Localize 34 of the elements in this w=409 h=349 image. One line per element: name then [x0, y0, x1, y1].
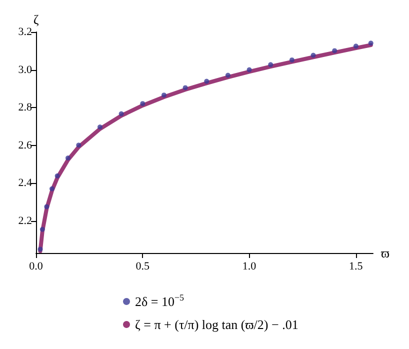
point	[44, 204, 50, 210]
point	[332, 48, 338, 54]
point	[182, 85, 188, 90]
point	[76, 142, 82, 148]
point	[118, 111, 124, 116]
x-tick-label: 0.5	[136, 260, 150, 272]
y-tick-label: 2.2	[18, 214, 32, 227]
point	[50, 186, 54, 192]
point	[204, 78, 210, 84]
point	[66, 155, 70, 160]
point	[38, 246, 43, 252]
x-tick-label: 1.0	[242, 260, 257, 272]
point	[54, 173, 60, 178]
y-tick-label: 2.8	[18, 102, 32, 114]
point	[368, 40, 374, 46]
y-tick-label: 2.6	[18, 139, 32, 152]
y-tick-label: 3.2	[18, 26, 32, 38]
legend-label: ζ = π + (τ/π) log tan (ϖ/2) − .01	[135, 317, 298, 332]
x-tick-label: 0.0	[29, 260, 44, 272]
x-axis-title: ϖ	[381, 246, 390, 260]
point	[225, 72, 230, 78]
point	[140, 101, 146, 106]
point	[268, 62, 274, 68]
y-tick-label: 2.4	[18, 177, 32, 190]
point	[40, 226, 45, 232]
point	[97, 124, 102, 130]
x-tick-label: 1.5	[349, 260, 364, 272]
point	[353, 44, 358, 49]
point	[246, 67, 252, 72]
y-tick-label: 3.0	[18, 64, 32, 76]
y-axis-title: ζ	[33, 12, 40, 27]
point	[161, 92, 166, 98]
point	[310, 52, 316, 58]
point	[289, 57, 294, 62]
